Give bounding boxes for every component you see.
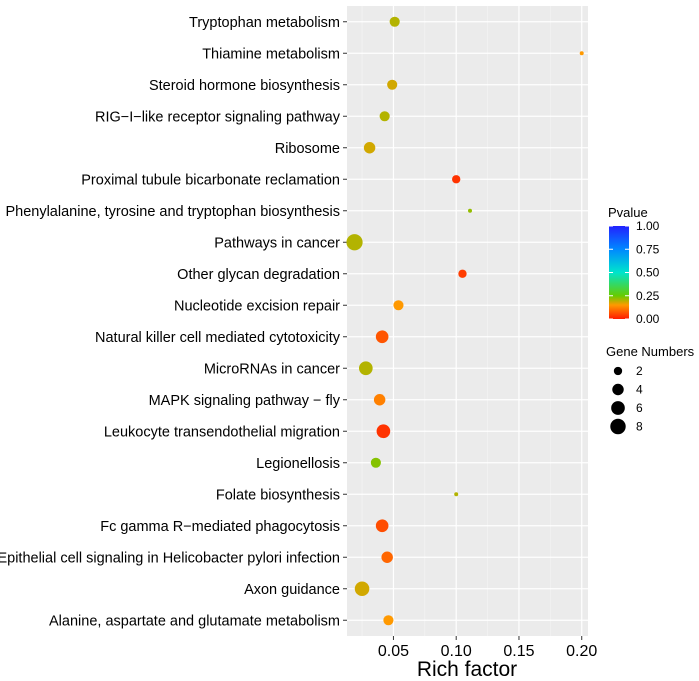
y-tick-label: Pathways in cancer xyxy=(214,235,340,251)
data-point xyxy=(375,330,389,344)
data-point xyxy=(452,175,461,184)
data-point xyxy=(346,234,363,251)
y-axis: Alanine, aspartate and glutamate metabol… xyxy=(0,15,347,629)
pvalue-legend-label: 0.25 xyxy=(636,289,660,303)
x-tick-label: 0.15 xyxy=(503,643,534,660)
pvalue-legend-label: 0.75 xyxy=(636,242,660,256)
data-point xyxy=(458,269,467,278)
y-tick-label: Ribosome xyxy=(275,141,340,157)
x-tick-label: 0.05 xyxy=(378,643,409,660)
pvalue-colorbar xyxy=(609,226,629,319)
data-point xyxy=(370,457,381,468)
y-tick-label: Leukocyte transendothelial migration xyxy=(104,424,340,440)
gene-numbers-legend: Gene Numbers 2 4 6 8 xyxy=(606,344,695,435)
data-point xyxy=(375,519,389,533)
y-tick-label: Other glycan degradation xyxy=(177,267,340,283)
data-point xyxy=(387,79,398,90)
size-legend-dot xyxy=(610,418,626,435)
y-tick-label: Nucleotide excision repair xyxy=(174,298,340,314)
x-tick-label: 0.20 xyxy=(566,643,597,660)
y-tick-label: Epithelial cell signaling in Helicobacte… xyxy=(0,550,340,566)
data-point xyxy=(373,394,386,406)
y-tick-label: Tryptophan metabolism xyxy=(189,15,340,31)
size-legend-dot xyxy=(611,401,625,415)
x-axis-title: Rich factor xyxy=(417,658,517,681)
y-tick-label: Folate biosynthesis xyxy=(216,487,340,503)
data-point xyxy=(393,300,404,311)
data-point xyxy=(379,111,390,122)
size-legend-label: 6 xyxy=(636,401,643,415)
y-tick-label: Alanine, aspartate and glutamate metabol… xyxy=(49,613,340,629)
pvalue-legend-label: 0.50 xyxy=(636,266,660,280)
pvalue-legend: Pvalue 1.00 0.75 0.50 0.25 0.00 xyxy=(608,205,660,326)
data-points xyxy=(346,16,584,626)
data-point xyxy=(454,492,459,497)
y-tick-label: MAPK signaling pathway − fly xyxy=(149,393,341,409)
y-tick-label: Axon guidance xyxy=(244,582,340,598)
gene-numbers-legend-title: Gene Numbers xyxy=(606,344,695,359)
y-tick-label: Natural killer cell mediated cytotoxicit… xyxy=(95,330,341,346)
pvalue-legend-label: 0.00 xyxy=(636,312,660,326)
size-legend-dot xyxy=(612,383,624,396)
size-legend-label: 2 xyxy=(636,364,643,378)
data-point xyxy=(381,551,393,563)
x-tick-label: 0.10 xyxy=(441,643,472,660)
y-tick-label: Proximal tubule bicarbonate reclamation xyxy=(81,172,340,188)
y-tick-label: Fc gamma R−mediated phagocytosis xyxy=(100,519,340,535)
y-tick-label: Phenylalanine, tyrosine and tryptophan b… xyxy=(5,204,340,220)
data-point xyxy=(363,142,376,154)
pvalue-legend-label: 1.00 xyxy=(636,219,660,233)
data-point xyxy=(354,581,370,597)
y-tick-label: RIG−I−like receptor signaling pathway xyxy=(95,109,341,125)
y-tick-label: Steroid hormone biosynthesis xyxy=(149,78,340,94)
y-tick-label: Thiamine metabolism xyxy=(202,46,340,62)
y-tick-label: Legionellosis xyxy=(256,456,340,472)
size-legend-dot xyxy=(613,366,623,376)
data-point xyxy=(383,615,394,626)
pvalue-legend-title: Pvalue xyxy=(608,205,648,220)
data-point xyxy=(389,16,400,27)
y-tick-label: MicroRNAs in cancer xyxy=(204,361,340,377)
data-point xyxy=(579,51,584,56)
data-point xyxy=(359,361,373,376)
data-point xyxy=(376,424,391,439)
size-legend-label: 4 xyxy=(636,383,643,397)
plot-panel xyxy=(347,6,588,636)
x-axis: 0.05 0.10 0.15 0.20 xyxy=(378,636,597,660)
size-legend-label: 8 xyxy=(636,420,643,434)
data-point xyxy=(468,208,473,213)
